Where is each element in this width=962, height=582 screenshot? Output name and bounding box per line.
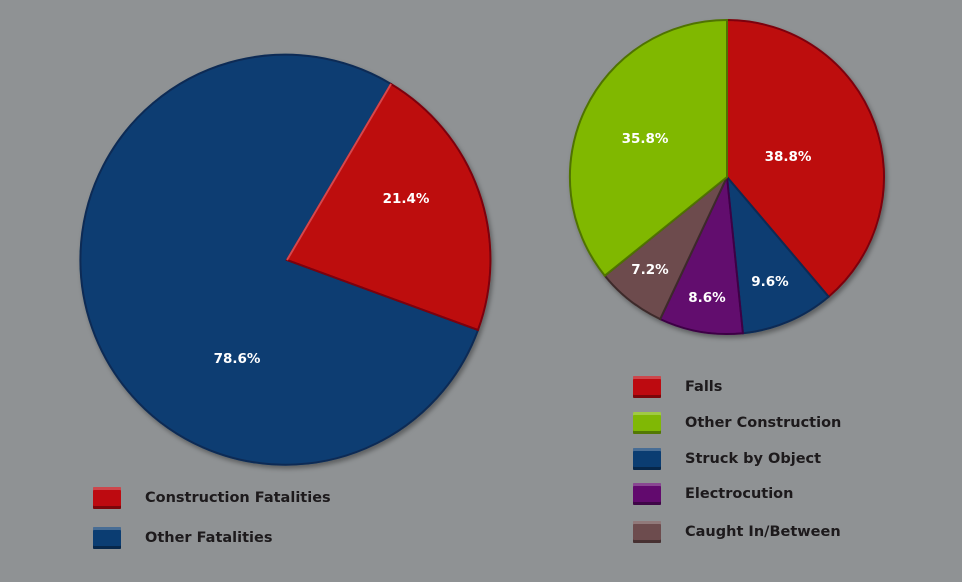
label-struck-pct: 9.6% <box>751 274 789 290</box>
legend-swatch-blue <box>93 527 121 549</box>
legend-item-electrocution: Electrocution <box>633 483 793 505</box>
slice-construction-fatalities <box>285 82 492 332</box>
legend-label: Construction Fatalities <box>145 490 331 506</box>
legend-label: Falls <box>685 379 723 395</box>
slice-other-fatalities <box>79 53 480 466</box>
legend-label: Struck by Object <box>685 451 822 467</box>
label-other-construction-pct: 35.8% <box>622 131 669 147</box>
legend-swatch-green <box>633 412 661 434</box>
legend-swatch-purple <box>633 483 661 505</box>
legend-swatch-red <box>633 376 661 398</box>
legend-item-struck-by-object: Struck by Object <box>633 448 821 470</box>
label-electrocution-pct: 8.6% <box>688 290 726 306</box>
legend-label: Electrocution <box>685 486 794 502</box>
legend-label: Other Fatalities <box>145 530 273 546</box>
label-construction-pct: 21.4% <box>383 191 430 207</box>
legend-label: Other Construction <box>685 415 842 431</box>
legend-label: Caught In/Between <box>685 524 841 540</box>
legend-item-other-construction: Other Construction <box>633 412 841 434</box>
legend-item-construction-fatalities: Construction Fatalities <box>93 487 331 509</box>
legend-item-caught-in-between: Caught In/Between <box>633 521 841 543</box>
legend-item-other-fatalities: Other Fatalities <box>93 527 272 549</box>
construction-causes-pie-chart <box>568 18 885 335</box>
slice-falls <box>726 18 885 299</box>
slice-other-construction <box>568 18 728 278</box>
label-other-pct: 78.6% <box>214 351 261 367</box>
legend-item-falls: Falls <box>633 376 722 398</box>
legend-swatch-brown <box>633 521 661 543</box>
label-falls-pct: 38.8% <box>765 149 812 165</box>
label-caught-pct: 7.2% <box>631 262 669 278</box>
legend-swatch-blue <box>633 448 661 470</box>
slice-electrocution <box>658 173 744 335</box>
slice-struck-by-object <box>725 173 831 335</box>
legend-swatch-red <box>93 487 121 509</box>
